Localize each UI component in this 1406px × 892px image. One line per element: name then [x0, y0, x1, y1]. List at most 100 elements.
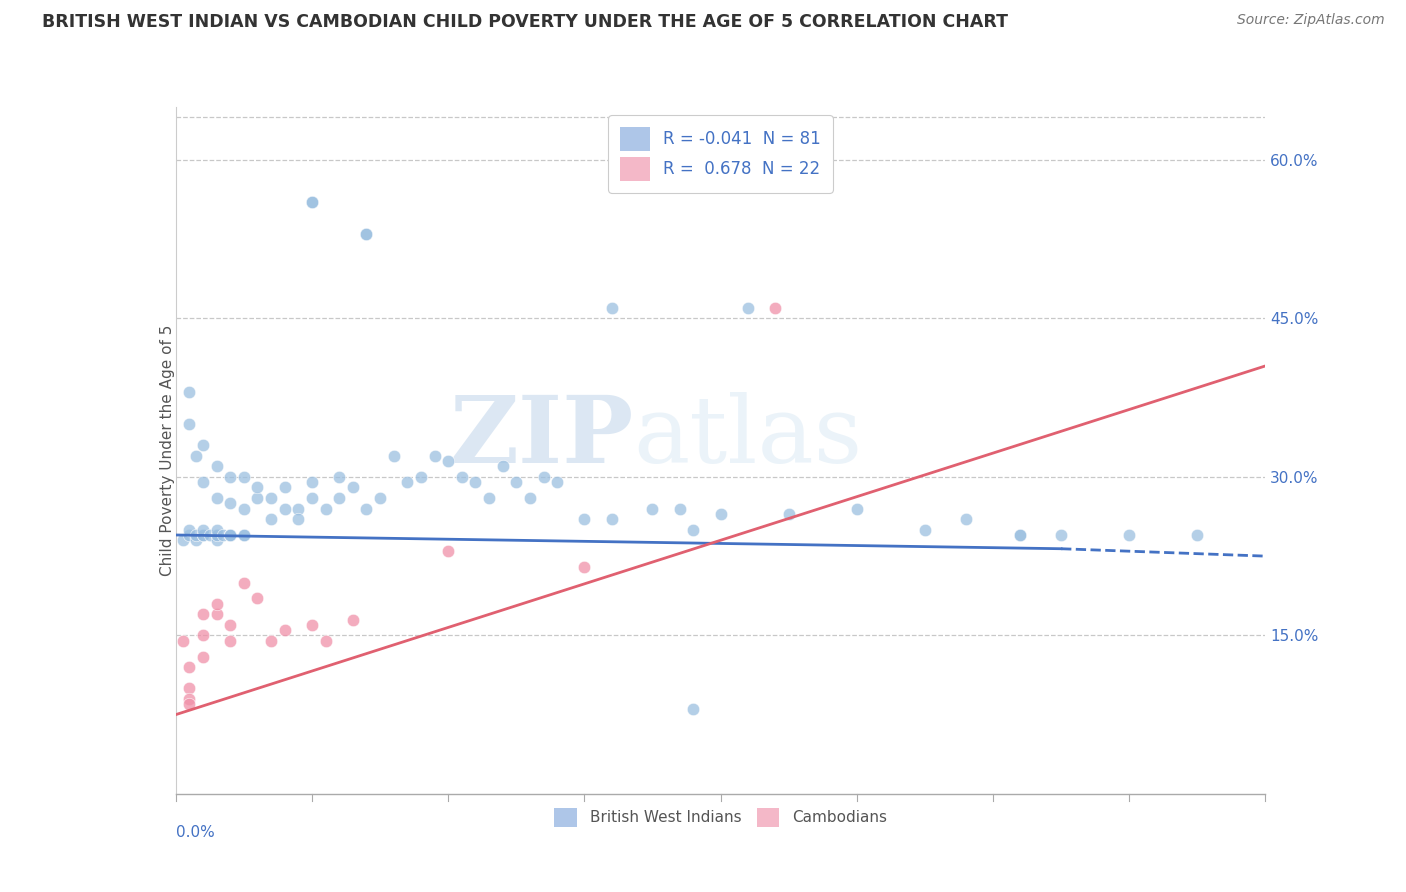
Point [368, 491, 391, 505]
Point [179, 691, 201, 706]
Point [219, 496, 242, 510]
Point [260, 633, 283, 648]
Point [232, 501, 254, 516]
Point [301, 491, 323, 505]
Point [191, 628, 214, 642]
Point [274, 501, 297, 516]
Point [301, 475, 323, 490]
Point [533, 470, 555, 484]
Point [260, 512, 283, 526]
Point [1010, 528, 1032, 542]
Point [301, 195, 323, 210]
Point [205, 491, 228, 505]
Text: Source: ZipAtlas.com: Source: ZipAtlas.com [1237, 13, 1385, 28]
Point [682, 523, 704, 537]
Point [437, 454, 460, 468]
Point [600, 512, 623, 526]
Point [301, 195, 323, 210]
Point [356, 501, 378, 516]
Point [191, 475, 214, 490]
Point [260, 491, 283, 505]
Point [519, 491, 541, 505]
Point [845, 501, 868, 516]
Point [763, 301, 786, 315]
Point [205, 597, 228, 611]
Point [409, 470, 432, 484]
Point [198, 528, 221, 542]
Point [301, 617, 323, 632]
Point [172, 533, 194, 548]
Point [492, 459, 515, 474]
Point [450, 470, 472, 484]
Point [219, 528, 242, 542]
Point [315, 633, 337, 648]
Point [546, 475, 568, 490]
Point [682, 702, 704, 716]
Point [464, 475, 486, 490]
Point [710, 507, 733, 521]
Point [205, 533, 228, 548]
Point [955, 512, 977, 526]
Text: atlas: atlas [633, 392, 863, 482]
Point [179, 528, 201, 542]
Point [356, 227, 378, 241]
Text: BRITISH WEST INDIAN VS CAMBODIAN CHILD POVERTY UNDER THE AGE OF 5 CORRELATION CH: BRITISH WEST INDIAN VS CAMBODIAN CHILD P… [42, 13, 1008, 31]
Point [246, 491, 269, 505]
Point [219, 528, 242, 542]
Point [423, 449, 446, 463]
Point [179, 681, 201, 696]
Point [778, 507, 800, 521]
Point [737, 301, 759, 315]
Point [179, 697, 201, 711]
Point [287, 512, 309, 526]
Point [179, 385, 201, 400]
Point [186, 533, 208, 548]
Point [396, 475, 419, 490]
Point [1050, 528, 1073, 542]
Point [179, 523, 201, 537]
Point [1010, 528, 1032, 542]
Point [172, 633, 194, 648]
Point [191, 438, 214, 452]
Point [219, 617, 242, 632]
Point [219, 633, 242, 648]
Point [246, 591, 269, 606]
Point [191, 607, 214, 622]
Point [641, 501, 664, 516]
Point [574, 512, 596, 526]
Point [914, 523, 936, 537]
Point [315, 501, 337, 516]
Point [246, 480, 269, 494]
Point [219, 528, 242, 542]
Point [342, 613, 364, 627]
Point [668, 501, 690, 516]
Text: 0.0%: 0.0% [176, 825, 215, 839]
Point [179, 660, 201, 674]
Point [191, 649, 214, 664]
Point [191, 528, 214, 542]
Text: ZIP: ZIP [449, 392, 633, 482]
Point [205, 528, 228, 542]
Point [205, 523, 228, 537]
Point [274, 623, 297, 637]
Point [356, 227, 378, 241]
Point [382, 449, 405, 463]
Point [205, 607, 228, 622]
Point [342, 480, 364, 494]
Point [219, 528, 242, 542]
Point [212, 528, 235, 542]
Point [328, 470, 350, 484]
Point [274, 480, 297, 494]
Point [328, 491, 350, 505]
Point [186, 449, 208, 463]
Point [232, 470, 254, 484]
Point [1118, 528, 1140, 542]
Point [205, 528, 228, 542]
Point [232, 528, 254, 542]
Point [232, 528, 254, 542]
Point [205, 459, 228, 474]
Point [600, 301, 623, 315]
Point [287, 501, 309, 516]
Point [505, 475, 527, 490]
Point [191, 528, 214, 542]
